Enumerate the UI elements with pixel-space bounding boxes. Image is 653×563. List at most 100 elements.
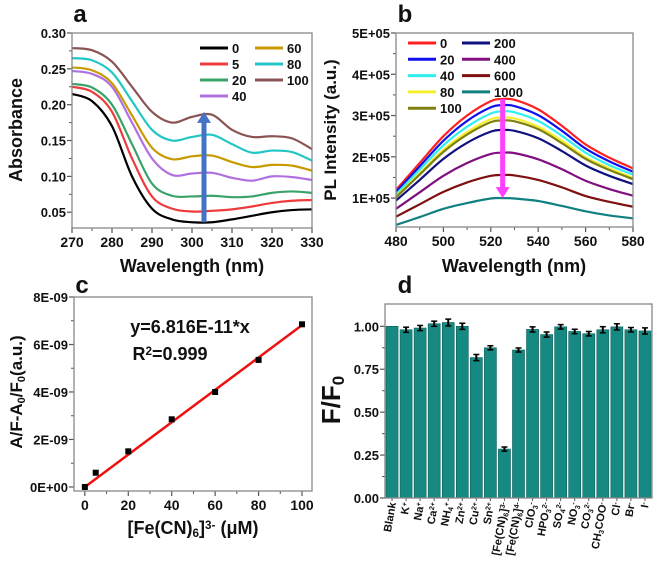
text-part: 40	[164, 497, 180, 513]
text-part: (a.u.)	[7, 335, 26, 376]
text-part: 60	[207, 497, 223, 513]
y-tick-label: 0.15	[41, 134, 66, 149]
series-line-0	[72, 92, 312, 224]
y-tick-label: 0.20	[41, 98, 66, 113]
bar	[385, 326, 399, 499]
text-part: COO	[593, 503, 609, 530]
x-tick-label: 100	[290, 497, 314, 513]
text-part: 2	[145, 345, 152, 358]
text-part: 500	[432, 233, 456, 249]
legend-label: 400	[494, 52, 516, 67]
x-tick-label: 520	[479, 233, 503, 249]
category-label: HPO32-	[536, 501, 555, 538]
text-part: 3-	[498, 501, 507, 509]
category-label: Cl-	[610, 501, 624, 517]
text-part: 5E+05	[352, 26, 390, 41]
x-axis-title: Wavelength (nm)	[120, 256, 264, 276]
text-part: 6E-09	[33, 337, 68, 352]
text-part: 3	[531, 505, 540, 510]
data-point	[81, 483, 88, 490]
x-tick-label: 300	[180, 234, 204, 250]
text-part: 80	[440, 85, 454, 100]
x-tick-label: 20	[120, 497, 136, 513]
fit-annotation: y=6.816E-11*x	[130, 317, 250, 337]
text-part: 1E+05	[352, 191, 390, 206]
text-part: 0	[440, 36, 447, 51]
y-tick-label: 0.50	[354, 405, 379, 420]
y-axis-title: F/F0	[316, 376, 348, 424]
text-part: 0	[329, 376, 348, 385]
text-part: 320	[260, 234, 284, 250]
y-tick-label: 0.05	[41, 205, 66, 220]
text-part: 2+	[470, 501, 479, 510]
panel-a: a 0.05 0.10 0.15 0.20 0.25 0.30 270 280 290 300 310…	[6, 1, 324, 276]
y-tick-label: 2E-09	[33, 432, 68, 447]
legend-label: 40	[440, 69, 454, 84]
text-part: c	[75, 272, 88, 299]
series-line-60	[72, 66, 312, 172]
category-label: CH3COO-	[590, 501, 611, 550]
text-part: 0.20	[41, 98, 66, 113]
y-tick-label: 2E+05	[352, 150, 390, 165]
text-part: 4	[559, 509, 568, 514]
bar	[596, 329, 610, 499]
text-part: Ca	[425, 509, 439, 526]
data-point	[299, 321, 306, 328]
text-part: 3	[597, 529, 606, 534]
text-part: 300	[180, 234, 204, 250]
text-part: 0.10	[41, 169, 66, 184]
plot-frame	[384, 303, 653, 499]
legend-label: 80	[440, 85, 454, 100]
text-part: 3-	[205, 519, 216, 532]
text-part: 0.30	[41, 26, 66, 41]
text-part: 80	[251, 497, 267, 513]
y-tick-label: 0.10	[41, 169, 66, 184]
series-line-100	[396, 119, 633, 199]
y-tick-label: 5E+05	[352, 26, 390, 41]
series-line-1000	[396, 196, 633, 226]
data-point	[168, 416, 175, 423]
text-part: Br	[624, 503, 638, 518]
legend-label: 0	[440, 36, 447, 51]
x-tick-label: 270	[60, 234, 84, 250]
text-part: 4E+05	[352, 67, 390, 82]
category-label: [Fe(CN)6]4-	[504, 501, 526, 557]
legend-label: 100	[287, 73, 309, 88]
text-part: 0	[81, 497, 89, 513]
text-part: 580	[621, 233, 645, 249]
text-part: Blank	[382, 501, 399, 533]
text-part: 0	[16, 376, 28, 382]
category-label: NO3-	[566, 501, 583, 526]
text-part: =0.999	[152, 344, 208, 364]
text-part: 2-	[540, 501, 549, 509]
text-part: 6	[193, 527, 200, 540]
x-tick-label: 40	[164, 497, 180, 513]
series-line-80	[72, 56, 312, 162]
trend-arrow-head	[495, 187, 510, 199]
text-part: a	[73, 1, 87, 28]
text-part: 0.00	[354, 491, 379, 506]
text-part: 0.15	[41, 134, 66, 149]
legend-label: 40	[232, 89, 246, 104]
series-line-5	[72, 85, 312, 213]
text-part: 310	[220, 234, 244, 250]
x-tick-label: 560	[574, 233, 598, 249]
category-label: Na+	[412, 501, 427, 521]
text-part: 6	[502, 512, 511, 517]
text-part: NH	[439, 509, 454, 527]
x-tick-label: 500	[432, 233, 456, 249]
x-tick-label: 60	[207, 497, 223, 513]
x-axis-title: Wavelength (nm)	[442, 256, 586, 276]
text-part: 2E+05	[352, 150, 390, 165]
series-line-40	[72, 69, 312, 182]
text-part: 1000	[494, 85, 523, 100]
category-label: SO42-	[551, 501, 568, 530]
panel-label: c	[75, 272, 88, 299]
text-part: ]	[199, 518, 205, 538]
series-group	[396, 97, 633, 226]
data-point	[92, 469, 99, 476]
legend-label: 20	[232, 73, 246, 88]
